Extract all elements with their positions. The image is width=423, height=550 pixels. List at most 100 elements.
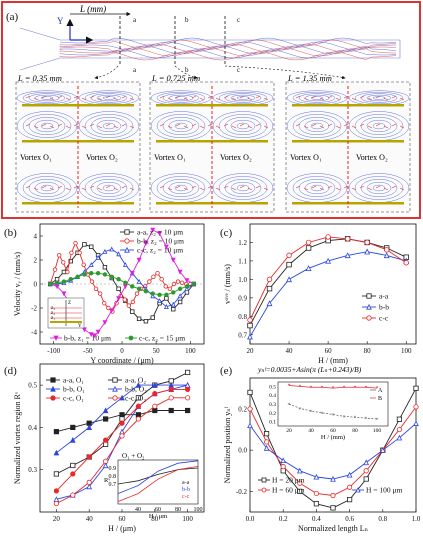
vortex-streamline [360,93,398,103]
data-point [247,333,253,340]
data-point [168,407,174,414]
data-point [53,488,60,494]
velocity-arrow [391,123,397,127]
velocity-arrow [57,95,63,99]
x-tick-label: 40 [86,515,94,523]
y-tick-label: 0.0 [238,447,247,455]
data-point [53,500,60,507]
channel [19,27,401,71]
data-point [313,501,320,507]
x-axis-label: H / (μm) [108,524,136,533]
data-point [88,332,94,338]
inset-series [117,466,199,502]
x-tick-label: 60 [119,515,127,523]
data-point [177,269,183,275]
plot-frame [249,377,417,513]
velocity-arrow [335,125,341,129]
vortex-streamline [162,93,200,103]
vortex-streamline [40,122,54,130]
velocity-arrow [391,95,397,99]
data-point [61,291,67,297]
data-point [88,262,94,267]
inset-point: × [331,413,334,419]
vortex-streamline [34,181,60,195]
data-point [135,382,142,388]
data-point [53,429,60,435]
legend-label: a-a [379,292,389,301]
vortex-streamline [354,114,404,138]
inset-x-tick: 60 [330,428,336,434]
data-point [109,246,115,252]
velocity-arrow [239,95,245,99]
data-point [106,305,111,311]
data-point [261,477,267,483]
data-point [159,277,164,282]
velocity-arrow [65,97,71,101]
velocity-arrow [129,97,135,101]
inset-point: * [354,385,357,391]
section-a-bottom: a [133,66,137,74]
data-point [135,403,141,409]
velocity-arrow [375,185,381,189]
y-tick-label: 0.4 [28,424,37,432]
data-point [122,284,128,290]
velocity-arrow [129,187,135,191]
data-point [171,306,176,312]
data-point [70,462,76,469]
velocity-arrow [89,185,95,189]
vortex-streamline [218,114,268,138]
data-point [70,471,76,477]
data-point [86,424,93,431]
data-point [116,277,121,282]
velocity-arrow [167,187,173,191]
velocity-arrow [167,125,173,129]
data-point [297,488,303,494]
data-point [102,320,108,326]
inset-2: L = 0.725 mm Vortex O₁ Vortex O₂ [149,73,275,213]
vortex-streamline [22,114,72,138]
inset-y-tick: 0.2 [269,411,276,417]
data-point [151,382,158,388]
velocity-arrow [207,95,213,99]
data-point [53,471,60,477]
velocity-arrow [375,123,381,127]
velocity-arrow [81,125,87,129]
data-point [286,252,292,259]
x-tick-label: 40 [286,347,294,355]
x-tick-label: 0.0 [246,515,255,523]
velocity-arrow [105,185,111,189]
velocity-arrow [327,185,333,189]
data-point [86,483,93,490]
data-point [95,329,101,335]
inset-2-left-label: Vortex O₁ [154,153,186,162]
velocity-arrow [343,95,349,99]
x-axis-label: H / (mm) [318,356,348,365]
data-point [305,265,312,272]
series-line [249,238,407,326]
inset-series [117,460,199,494]
velocity-arrow [351,97,357,101]
velocity-arrow [359,185,365,189]
y-tick-label: 1.0 [238,276,247,284]
data-point [119,433,125,439]
data-point [61,260,66,265]
vortex-streamline [372,184,386,192]
legend-label: c-c, z₂ = 10 μm [137,246,183,255]
data-point [325,257,332,264]
data-point [92,333,98,339]
inset-x-tick: 60 [155,507,161,513]
velocity-arrow [191,123,197,127]
data-point [102,407,109,414]
velocity-arrow [263,125,269,129]
data-point [263,431,270,437]
velocity-arrow [351,187,357,191]
velocity-arrow [383,97,389,101]
vortex-streamline [230,119,256,133]
data-point [103,441,109,447]
vortex-streamline [174,184,188,192]
vortex-streamline [174,122,188,130]
inset-x-label: H / μm [149,513,167,520]
inset-x-tick: 40 [135,507,141,513]
data-point [116,286,121,291]
